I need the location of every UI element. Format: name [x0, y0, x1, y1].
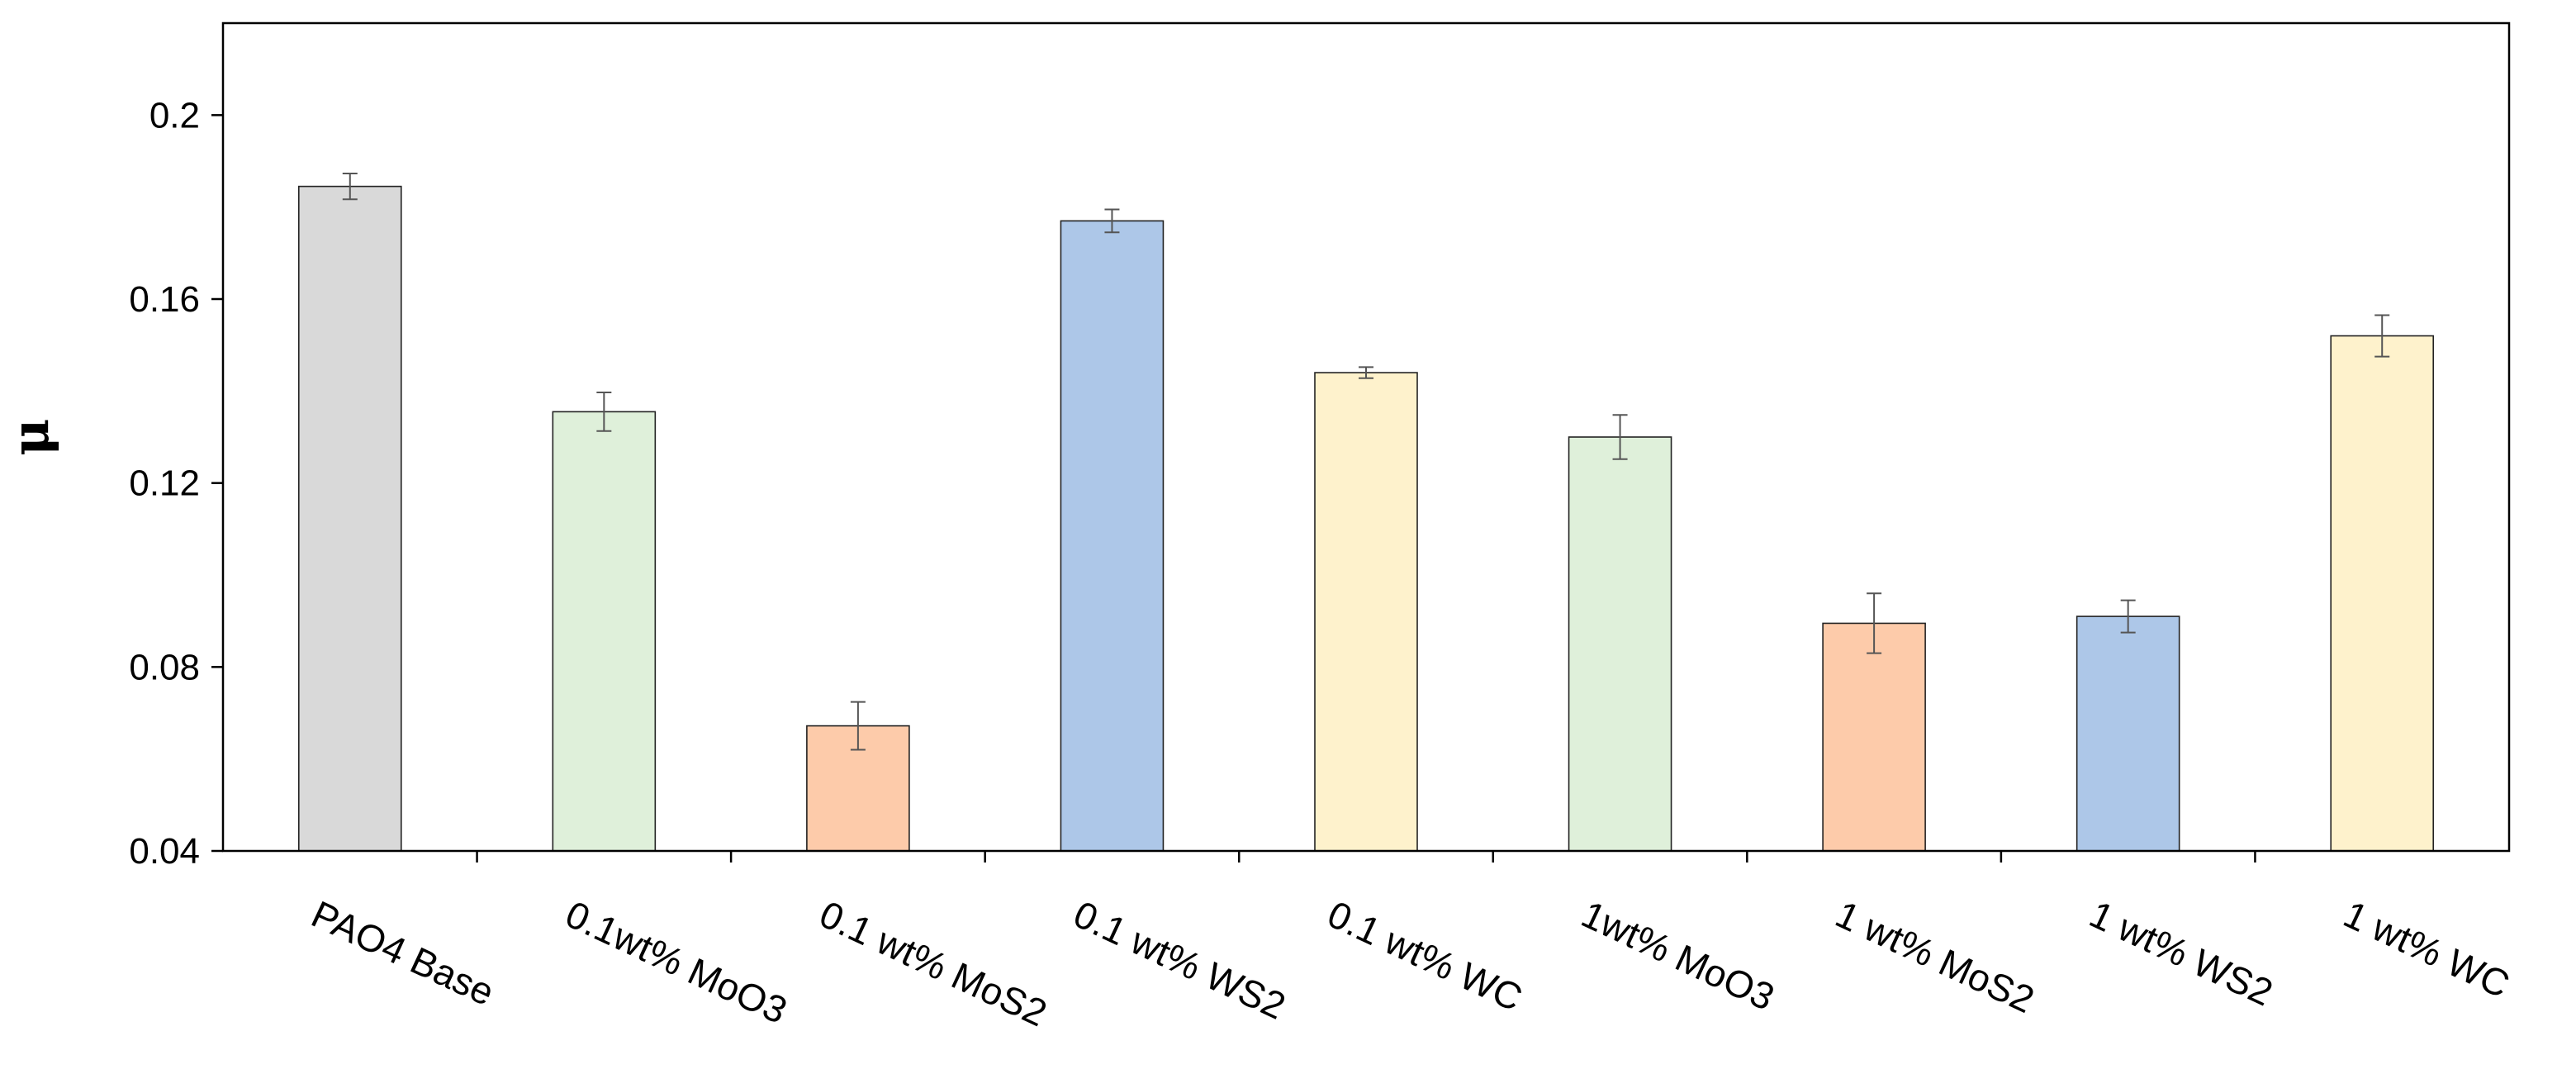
- y-tick-label: 0.04: [129, 831, 200, 872]
- error-bar: [2374, 314, 2390, 358]
- x-tick-label: 1 wt% MoS2: [1829, 892, 2041, 1021]
- error-bar: [850, 701, 866, 751]
- error-bar: [2120, 599, 2136, 634]
- bars-layer: [297, 185, 2435, 852]
- error-bar: [1359, 366, 1373, 379]
- bar: [2330, 335, 2435, 852]
- y-tick-label: 0.12: [129, 463, 200, 504]
- bar: [1568, 436, 1672, 852]
- error-bar: [342, 173, 358, 201]
- error-bar: [1867, 592, 1882, 654]
- x-tick-label: 0.1 wt% WS2: [1067, 892, 1292, 1028]
- x-tick-label: 0.1 wt% WC: [1321, 892, 1529, 1019]
- error-bars-layer: [342, 173, 2390, 751]
- x-tick-label: 1 wt% WC: [2337, 892, 2517, 1006]
- x-tick-label: 1wt% MoO3: [1575, 892, 1781, 1019]
- x-axis: PAO4 Base 0.1wt% MoO3 0.1 wt% MoS2 0.1 wt% …: [306, 851, 2517, 1034]
- error-bar: [596, 392, 612, 432]
- y-tick-label: 0.08: [129, 647, 200, 687]
- y-axis-title: μ: [0, 418, 60, 455]
- plot-frame: [221, 21, 2511, 853]
- error-bar: [1104, 208, 1120, 234]
- y-axis: 0.04 0.08 0.12 0.16 0.2: [129, 95, 223, 872]
- x-tick-label: PAO4 Base: [306, 892, 501, 1014]
- bar: [297, 185, 402, 852]
- bar: [552, 411, 657, 852]
- x-tick-label: 0.1 wt% MoS2: [814, 892, 1054, 1034]
- error-bar: [1612, 414, 1628, 460]
- x-tick-label: 1 wt% WS2: [2083, 892, 2279, 1015]
- bar: [2076, 615, 2180, 852]
- bar: [1314, 372, 1418, 852]
- y-tick-label: 0.2: [149, 95, 200, 135]
- x-tick-label: 0.1wt% MoO3: [559, 892, 794, 1032]
- bar: [1822, 622, 1926, 852]
- y-tick-label: 0.16: [129, 279, 200, 320]
- bar: [1060, 220, 1165, 852]
